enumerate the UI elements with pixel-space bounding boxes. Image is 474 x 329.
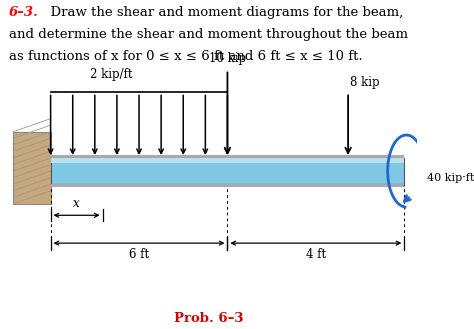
- Text: and determine the shear and moment throughout the beam: and determine the shear and moment throu…: [9, 28, 408, 40]
- Bar: [13, 132, 51, 204]
- Text: 4 ft: 4 ft: [306, 248, 326, 261]
- Bar: [51, 158, 404, 163]
- Text: Draw the shear and moment diagrams for the beam,: Draw the shear and moment diagrams for t…: [42, 6, 403, 19]
- Text: as functions of x for 0 ≤ x ≤ 6 ft and 6 ft ≤ x ≤ 10 ft.: as functions of x for 0 ≤ x ≤ 6 ft and 6…: [9, 49, 363, 63]
- Text: x: x: [73, 197, 80, 210]
- Text: Prob. 6–3: Prob. 6–3: [174, 312, 244, 325]
- Bar: [51, 184, 404, 187]
- Text: 40 kip·ft: 40 kip·ft: [427, 173, 474, 183]
- Text: 6–3.: 6–3.: [9, 6, 39, 19]
- Text: 8 kip: 8 kip: [350, 76, 380, 89]
- Text: 10 kip: 10 kip: [209, 52, 246, 64]
- Text: 6 ft: 6 ft: [129, 248, 149, 261]
- Bar: [51, 155, 404, 158]
- Bar: [51, 158, 404, 184]
- Text: 2 kip/ft: 2 kip/ft: [90, 68, 132, 81]
